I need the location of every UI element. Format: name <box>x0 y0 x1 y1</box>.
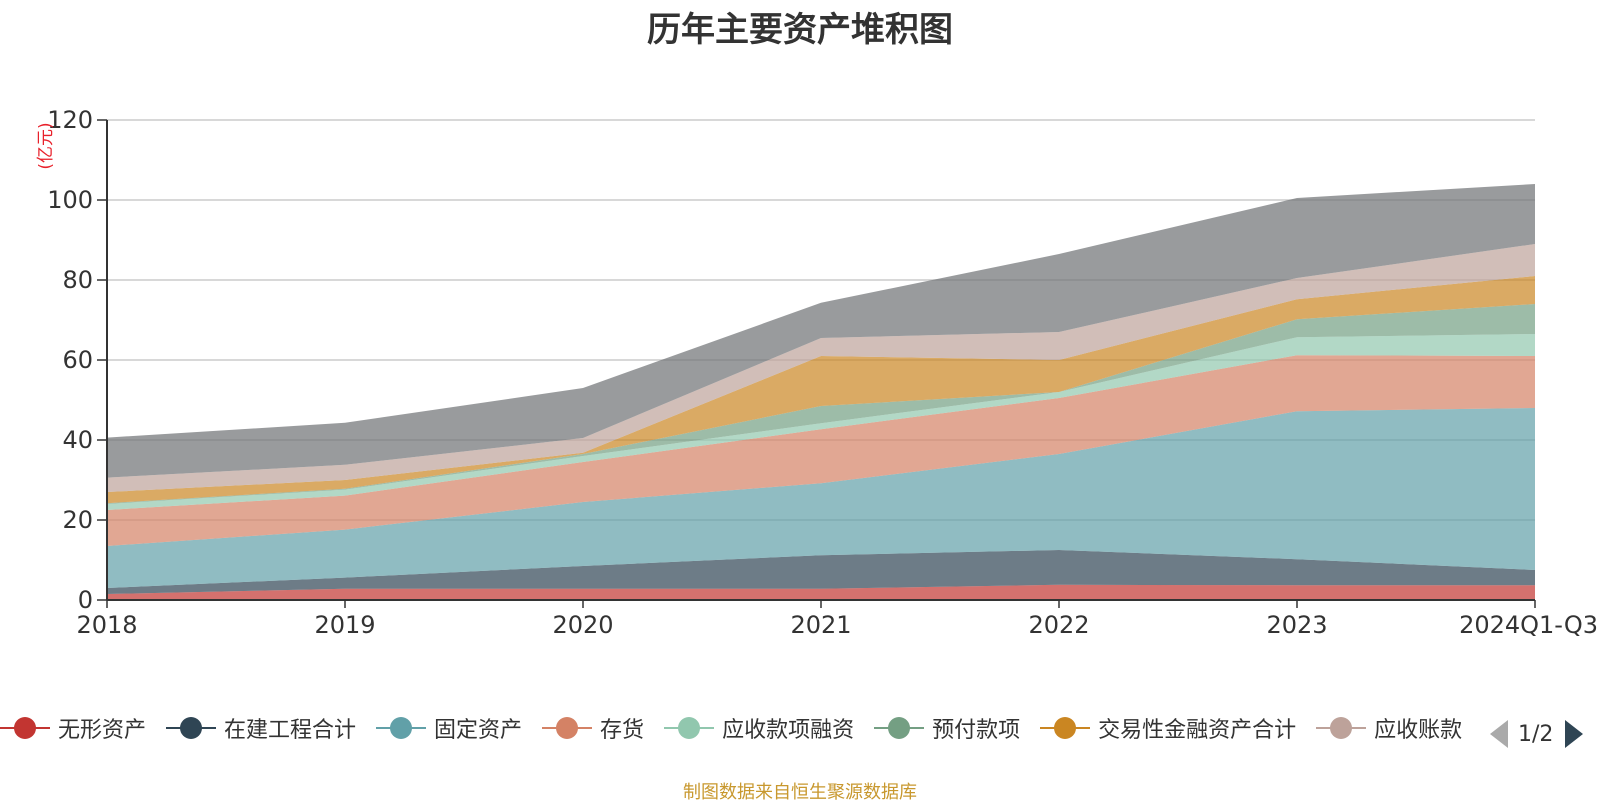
x-tick-label: 2024Q1-Q3 <box>1459 611 1598 639</box>
area-4 <box>107 355 1535 546</box>
stacked-area-chart: 0 20 40 60 80 100 120 2018 2019 2020 2021 2022 2023 2… <box>36 106 1598 639</box>
x-tick-label: 2020 <box>552 611 613 639</box>
legend-label: 交易性金融资产合计 <box>1098 718 1297 743</box>
x-tick-label: 2021 <box>790 611 851 639</box>
area-7 <box>107 276 1535 504</box>
y-tick-label: 20 <box>62 506 93 534</box>
legend: 无形资产 在建工程合计 固定资产 存货 应收款项融资 预付款项 交易性金融资产合计 应收账款 <box>0 712 1485 754</box>
legend-swatch-icon <box>166 715 217 741</box>
area-6 <box>107 304 1535 504</box>
area-1 <box>107 584 1535 600</box>
legend-item[interactable]: 存货 <box>542 712 644 744</box>
legend-label: 应收款项融资 <box>722 718 855 743</box>
legend-swatch-icon <box>664 715 715 741</box>
x-tick-label: 2022 <box>1028 611 1089 639</box>
legend-item[interactable]: 交易性金融资产合计 <box>1040 712 1296 744</box>
legend-swatch-icon <box>542 715 593 741</box>
legend-swatch-icon <box>0 715 50 741</box>
legend-swatch-icon <box>1040 715 1091 741</box>
legend-label: 无形资产 <box>58 718 147 743</box>
legend-label: 在建工程合计 <box>224 718 357 743</box>
legend-item[interactable]: 在建工程合计 <box>166 712 356 744</box>
area-2 <box>107 550 1535 594</box>
y-tick-label: 80 <box>62 266 93 294</box>
legend-prev-page-icon[interactable] <box>1490 720 1508 748</box>
chart-title: 历年主要资产堆积图 <box>647 10 953 50</box>
x-tick-label: 2023 <box>1266 611 1327 639</box>
area-8 <box>107 244 1535 492</box>
legend-pager: 1/2 <box>1490 714 1584 754</box>
y-axis-unit-label: (亿元) <box>36 122 56 169</box>
legend-label: 预付款项 <box>932 718 1021 743</box>
legend-item[interactable]: 无形资产 <box>0 712 146 744</box>
source-note: 制图数据来自恒生聚源数据库 <box>683 782 917 803</box>
legend-item[interactable]: 应收账款 <box>1316 712 1462 744</box>
legend-item[interactable]: 固定资产 <box>376 712 522 744</box>
legend-swatch-icon <box>874 715 925 741</box>
legend-item[interactable]: 预付款项 <box>874 712 1020 744</box>
axes: 0 20 40 60 80 100 120 2018 2019 2020 2021 2022 2023 2… <box>47 106 1598 639</box>
area-3 <box>107 408 1535 588</box>
legend-page-indicator: 1/2 <box>1518 721 1554 747</box>
y-tick-label: 40 <box>62 426 93 454</box>
legend-item[interactable]: 应收款项融资 <box>664 712 854 744</box>
x-tick-label: 2018 <box>76 611 137 639</box>
legend-label: 固定资产 <box>434 718 523 743</box>
legend-swatch-icon <box>376 715 427 741</box>
y-tick-label: 120 <box>47 106 93 134</box>
area-5 <box>107 334 1535 510</box>
x-tick-label: 2019 <box>314 611 375 639</box>
y-tick-label: 0 <box>78 586 93 614</box>
legend-swatch-icon <box>1316 715 1367 741</box>
legend-label: 存货 <box>600 718 645 743</box>
legend-label: 应收账款 <box>1374 718 1463 743</box>
legend-next-page-icon[interactable] <box>1565 720 1584 748</box>
y-tick-label: 60 <box>62 346 93 374</box>
area-series <box>107 184 1535 600</box>
y-tick-label: 100 <box>47 186 93 214</box>
area-9 <box>107 184 1535 478</box>
